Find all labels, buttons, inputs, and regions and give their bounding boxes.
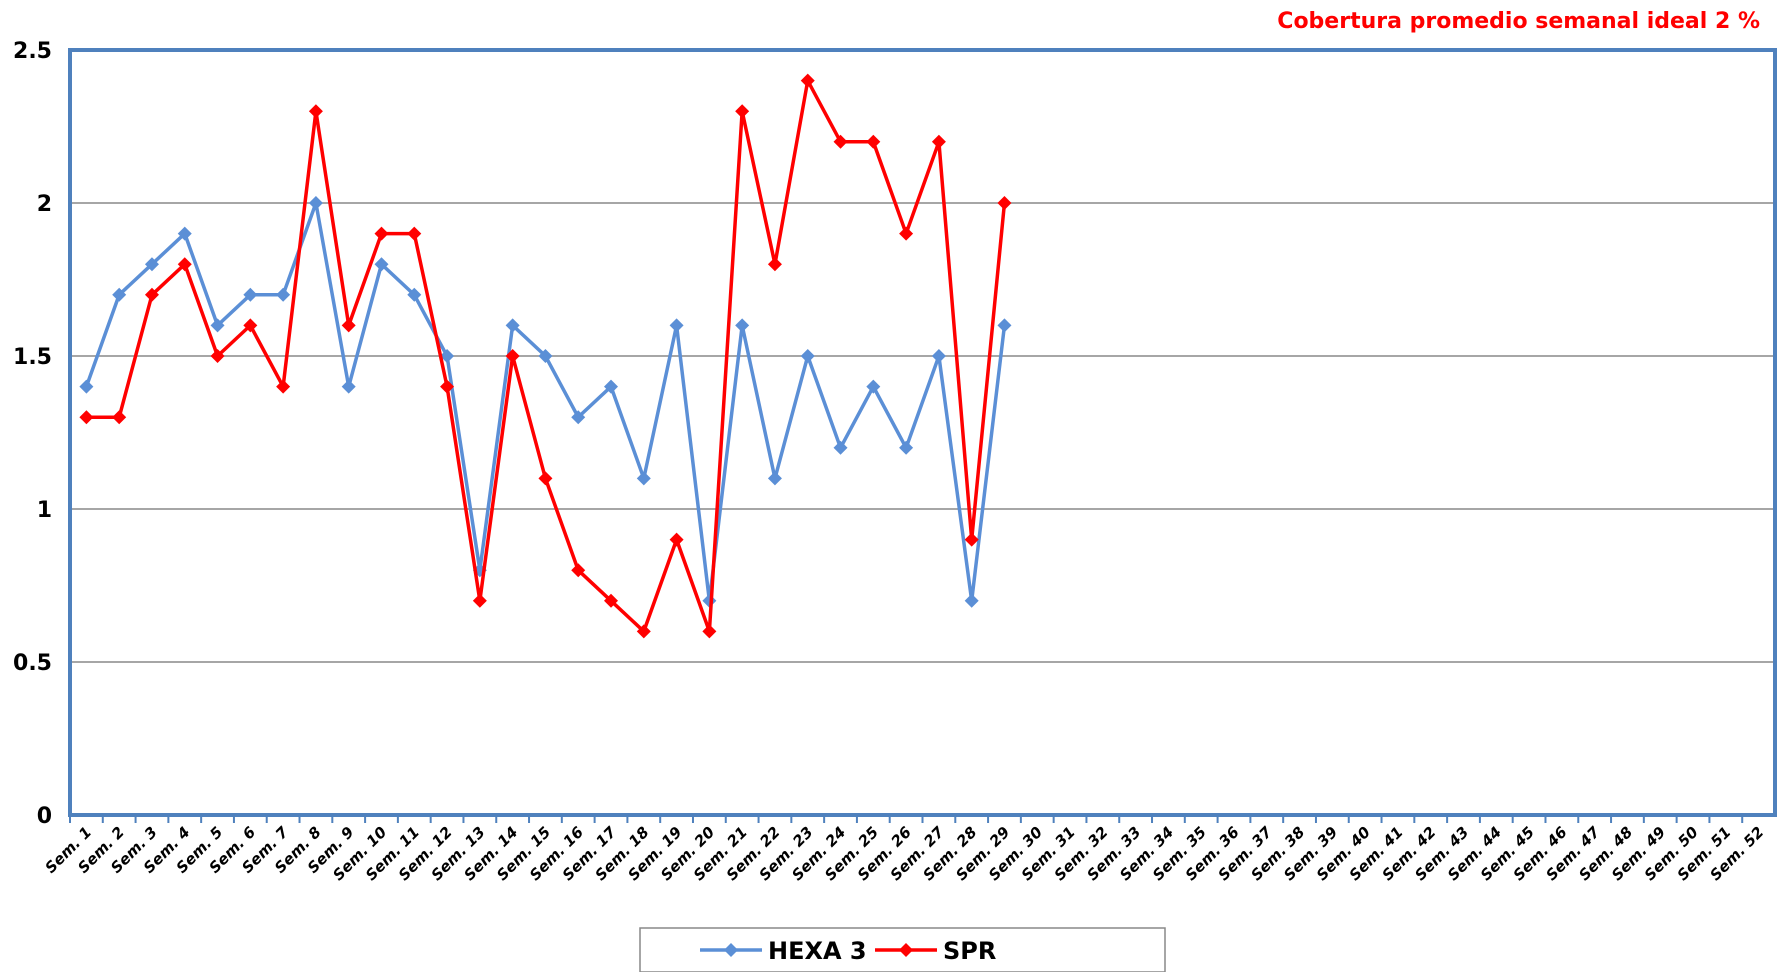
point-marker xyxy=(636,471,651,486)
point-marker xyxy=(308,104,323,119)
point-marker xyxy=(276,287,291,302)
point-marker xyxy=(407,287,422,302)
point-marker xyxy=(210,349,225,363)
legend-marker xyxy=(899,943,913,957)
point-marker xyxy=(144,287,159,302)
point-marker xyxy=(669,532,684,547)
point-marker xyxy=(374,257,389,272)
point-marker xyxy=(112,410,127,425)
point-marker xyxy=(735,104,750,119)
point-marker xyxy=(866,379,881,394)
legend-marker xyxy=(724,943,738,957)
point-marker xyxy=(538,349,553,363)
point-marker xyxy=(472,593,487,608)
point-marker xyxy=(308,196,323,210)
point-marker xyxy=(79,410,94,425)
legend-label: HEXA 3 xyxy=(768,937,867,965)
point-marker xyxy=(505,318,520,333)
point-marker xyxy=(964,532,979,547)
point-marker xyxy=(144,257,159,272)
point-marker xyxy=(735,318,750,333)
y-tick-label: 2 xyxy=(37,192,52,217)
point-marker xyxy=(571,410,586,425)
point-marker xyxy=(964,593,979,608)
point-marker xyxy=(177,257,192,272)
chart-title: Cobertura promedio semanal ideal 2 % xyxy=(1277,9,1760,34)
point-marker xyxy=(833,440,848,455)
legend-label: SPR xyxy=(943,937,996,965)
point-marker xyxy=(767,257,782,272)
point-marker xyxy=(800,73,815,88)
point-marker xyxy=(276,379,291,394)
series-line xyxy=(84,196,1007,602)
point-marker xyxy=(243,287,258,302)
point-marker xyxy=(79,379,94,394)
y-tick-label: 2.5 xyxy=(13,39,52,64)
point-marker xyxy=(341,318,356,333)
point-marker xyxy=(767,471,782,486)
point-marker xyxy=(210,318,225,333)
y-tick-label: 1.5 xyxy=(13,345,52,370)
point-marker xyxy=(505,349,520,363)
point-marker xyxy=(702,624,717,639)
y-tick-label: 0.5 xyxy=(13,651,52,676)
point-marker xyxy=(538,471,553,486)
point-marker xyxy=(407,226,422,241)
point-marker xyxy=(374,226,389,241)
point-marker xyxy=(833,134,848,149)
point-marker xyxy=(440,379,455,394)
point-marker xyxy=(669,318,684,333)
point-marker xyxy=(931,349,946,363)
point-marker xyxy=(997,318,1012,333)
point-marker xyxy=(341,379,356,394)
y-tick-label: 1 xyxy=(37,498,52,523)
y-tick-label: 0 xyxy=(37,804,52,829)
point-marker xyxy=(571,563,586,578)
point-marker xyxy=(604,379,619,394)
point-marker xyxy=(800,349,815,363)
point-marker xyxy=(866,134,881,149)
point-marker xyxy=(440,349,455,363)
point-marker xyxy=(112,287,127,302)
point-marker xyxy=(177,226,192,241)
point-marker xyxy=(604,593,619,608)
point-marker xyxy=(997,196,1012,210)
point-marker xyxy=(243,318,258,333)
point-marker xyxy=(931,134,946,149)
point-marker xyxy=(636,624,651,639)
point-marker xyxy=(899,440,914,455)
point-marker xyxy=(899,226,914,241)
